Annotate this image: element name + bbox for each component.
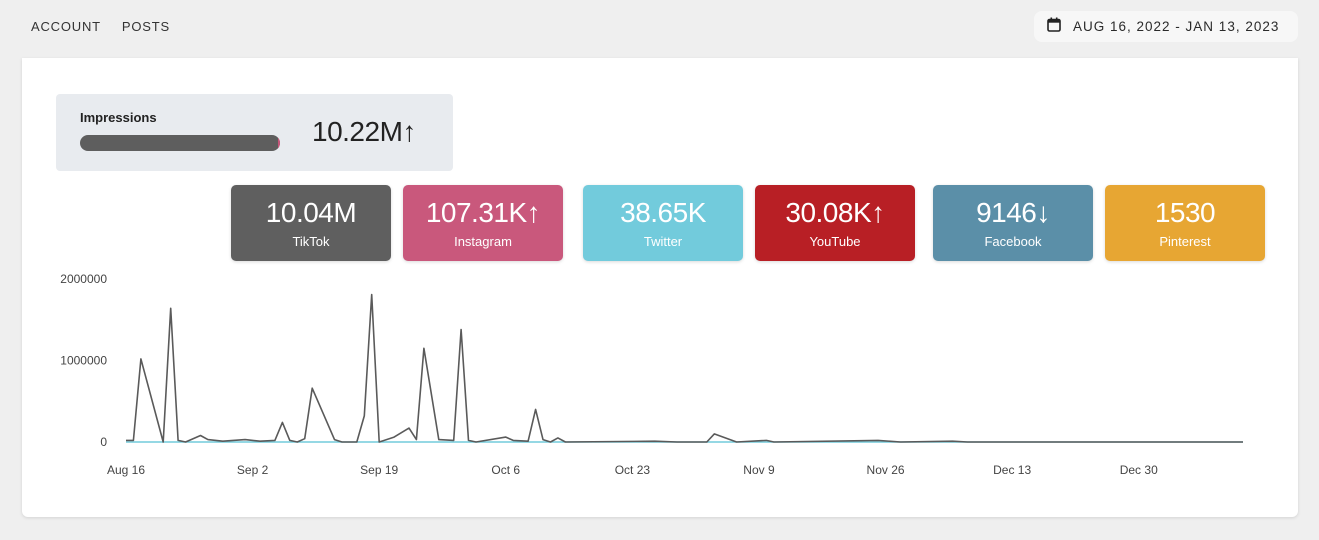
date-range-picker[interactable]: AUG 16, 2022 - JAN 13, 2023: [1034, 11, 1298, 42]
stats-card: Impressions 10.22M↑ 10.04M TikTok 107.31…: [22, 58, 1298, 517]
youtube-label: YouTube: [809, 234, 861, 249]
impressions-progress-bar: [80, 135, 280, 151]
instagram-value: 107.31K: [425, 197, 527, 228]
series-line: [126, 293, 1243, 443]
x-tick-label: Oct 23: [615, 463, 651, 477]
youtube-value: 30.08K: [785, 197, 872, 228]
x-tick-label: Nov 9: [743, 463, 775, 477]
trend-down-icon: ↓: [1036, 197, 1050, 228]
x-tick-label: Sep 19: [360, 463, 398, 477]
x-tick-label: Dec 13: [993, 463, 1031, 477]
x-tick-label: Sep 2: [237, 463, 269, 477]
y-tick-label: 0: [100, 435, 107, 449]
tiktok-label: TikTok: [292, 234, 330, 249]
nav-posts[interactable]: POSTS: [121, 19, 170, 34]
trend-up-icon: ↑: [402, 116, 416, 147]
platform-tile-facebook[interactable]: 9146↓ Facebook: [933, 185, 1093, 261]
platform-tile-twitter[interactable]: 38.65K Twitter: [583, 185, 743, 261]
platform-tile-tiktok[interactable]: 10.04M TikTok: [231, 185, 391, 261]
impressions-progress-tip: [278, 135, 280, 151]
impressions-panel: Impressions 10.22M↑: [56, 94, 453, 171]
trend-up-icon: ↑: [526, 197, 541, 228]
x-tick-label: Dec 30: [1120, 463, 1158, 477]
top-nav: ACCOUNT POSTS: [31, 19, 170, 34]
facebook-value: 9146: [976, 197, 1037, 228]
facebook-label: Facebook: [984, 234, 1042, 249]
twitter-value: 38.65K: [620, 197, 706, 228]
impressions-value: 10.22M↑: [312, 116, 416, 147]
platform-tile-pinterest[interactable]: 1530 Pinterest: [1105, 185, 1265, 261]
twitter-label: Twitter: [643, 234, 683, 249]
platform-tile-youtube[interactable]: 30.08K↑ YouTube: [755, 185, 915, 261]
tiktok-value: 10.04M: [265, 197, 357, 228]
x-tick-label: Oct 6: [491, 463, 520, 477]
pinterest-value: 1530: [1154, 197, 1216, 228]
pinterest-label: Pinterest: [1159, 234, 1211, 249]
y-tick-label: 1000000: [60, 354, 107, 368]
date-range-label: AUG 16, 2022 - JAN 13, 2023: [1073, 19, 1280, 34]
nav-account[interactable]: ACCOUNT: [31, 19, 101, 34]
impressions-label: Impressions: [80, 110, 157, 125]
calendar-icon: [1047, 17, 1061, 37]
x-tick-label: Aug 16: [107, 463, 145, 477]
platform-tile-instagram[interactable]: 107.31K↑ Instagram: [403, 185, 563, 261]
x-tick-label: Nov 26: [867, 463, 905, 477]
trend-up-icon: ↑: [871, 197, 885, 228]
instagram-label: Instagram: [454, 234, 512, 249]
y-tick-label: 2000000: [60, 272, 107, 286]
